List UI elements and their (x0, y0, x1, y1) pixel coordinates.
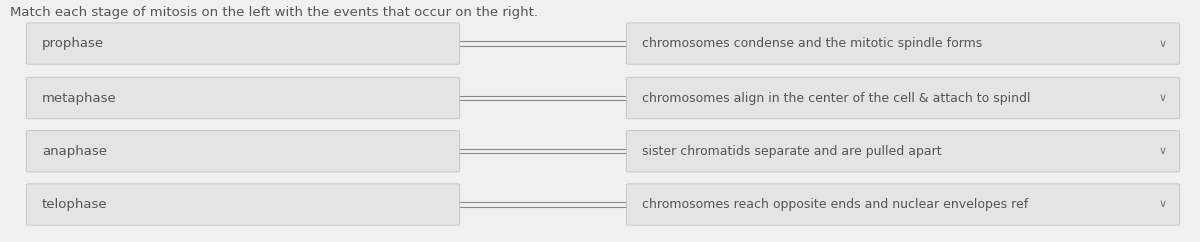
FancyBboxPatch shape (626, 77, 1180, 119)
FancyBboxPatch shape (626, 184, 1180, 225)
FancyBboxPatch shape (626, 23, 1180, 64)
FancyBboxPatch shape (26, 23, 460, 64)
FancyBboxPatch shape (26, 131, 460, 172)
Text: prophase: prophase (42, 37, 104, 50)
Text: metaphase: metaphase (42, 91, 116, 105)
Text: sister chromatids separate and are pulled apart: sister chromatids separate and are pulle… (642, 145, 942, 158)
Text: ∨: ∨ (1158, 93, 1166, 103)
FancyBboxPatch shape (626, 131, 1180, 172)
Text: anaphase: anaphase (42, 145, 107, 158)
Text: Match each stage of mitosis on the left with the events that occur on the right.: Match each stage of mitosis on the left … (10, 6, 538, 19)
Text: ∨: ∨ (1158, 38, 1166, 49)
Text: chromosomes reach opposite ends and nuclear envelopes ref: chromosomes reach opposite ends and nucl… (642, 198, 1028, 211)
Text: ∨: ∨ (1158, 146, 1166, 156)
Text: ∨: ∨ (1158, 199, 1166, 210)
Text: telophase: telophase (42, 198, 108, 211)
Text: chromosomes condense and the mitotic spindle forms: chromosomes condense and the mitotic spi… (642, 37, 983, 50)
Text: chromosomes align in the center of the cell & attach to spindl: chromosomes align in the center of the c… (642, 91, 1031, 105)
FancyBboxPatch shape (26, 77, 460, 119)
FancyBboxPatch shape (26, 184, 460, 225)
